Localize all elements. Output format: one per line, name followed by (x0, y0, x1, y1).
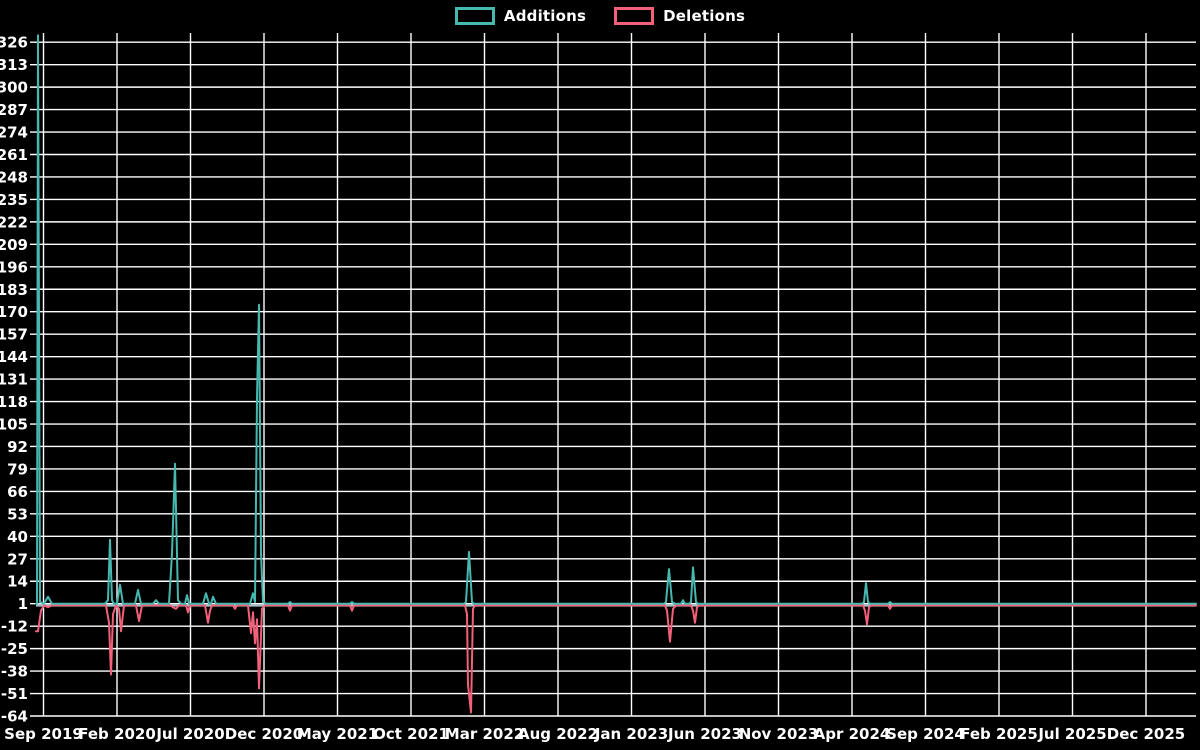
additions-swatch-icon (454, 7, 495, 25)
y-tick-label: 105 (0, 416, 28, 434)
legend-item-additions[interactable]: Additions (454, 7, 587, 25)
x-tick-label: Jul 2025 (1037, 725, 1106, 743)
x-tick-label: Jun 2023 (667, 725, 742, 743)
x-tick-label: Sep 2024 (886, 725, 965, 743)
y-tick-label: 326 (0, 34, 28, 52)
legend-label-additions: Additions (503, 7, 587, 25)
y-tick-label: 300 (0, 79, 28, 97)
y-tick-label: 170 (0, 303, 28, 321)
x-tick-label: Dec 2020 (225, 725, 304, 743)
y-tick-label: 261 (0, 146, 28, 164)
deletions-swatch-icon (614, 7, 655, 25)
y-tick-label: -51 (1, 685, 28, 703)
x-tick-label: May 2021 (297, 725, 378, 743)
y-tick-label: 287 (0, 101, 28, 119)
y-tick-label: -64 (1, 707, 28, 725)
legend-label-deletions: Deletions (663, 7, 746, 25)
x-tick-label: Dec 2025 (1107, 725, 1186, 743)
y-tick-label: 248 (0, 168, 28, 186)
y-tick-label: 209 (0, 236, 28, 254)
y-tick-label: 27 (7, 550, 28, 568)
y-tick-label: 144 (0, 348, 28, 366)
y-tick-label: -25 (1, 640, 28, 658)
legend-item-deletions[interactable]: Deletions (614, 7, 745, 25)
y-tick-label: 92 (7, 438, 28, 456)
y-tick-label: 79 (7, 460, 28, 478)
x-tick-label: Feb 2020 (78, 725, 156, 743)
y-tick-label: 118 (0, 393, 28, 411)
y-tick-label: 235 (0, 191, 28, 209)
deletions-line (35, 604, 1197, 714)
y-tick-label: 40 (7, 528, 28, 546)
chart-legend: Additions Deletions (0, 7, 1200, 25)
y-tick-label: 1 (18, 595, 28, 613)
x-tick-label: Jan 2023 (594, 725, 668, 743)
y-tick-label: 157 (0, 326, 28, 344)
y-tick-label: -12 (1, 618, 28, 636)
y-tick-label: 313 (0, 56, 28, 74)
y-tick-label: 196 (0, 258, 28, 276)
x-tick-label: Nov 2023 (739, 725, 819, 743)
y-tick-label: 66 (7, 483, 28, 501)
y-tick-label: 131 (0, 371, 28, 389)
x-tick-label: Feb 2025 (960, 725, 1038, 743)
y-tick-label: 53 (7, 505, 28, 523)
x-tick-label: Apr 2024 (814, 725, 891, 743)
x-tick-label: Oct 2021 (373, 725, 449, 743)
y-tick-label: -38 (1, 663, 28, 681)
y-tick-label: 222 (0, 213, 28, 231)
x-tick-label: Mar 2022 (445, 725, 524, 743)
additions-line (35, 34, 1197, 605)
x-tick-label: Jul 2020 (155, 725, 224, 743)
x-tick-label: Aug 2022 (518, 725, 598, 743)
y-tick-label: 14 (7, 573, 28, 591)
x-tick-label: Sep 2019 (4, 725, 83, 743)
y-tick-label: 183 (0, 281, 28, 299)
y-tick-label: 274 (0, 124, 28, 142)
